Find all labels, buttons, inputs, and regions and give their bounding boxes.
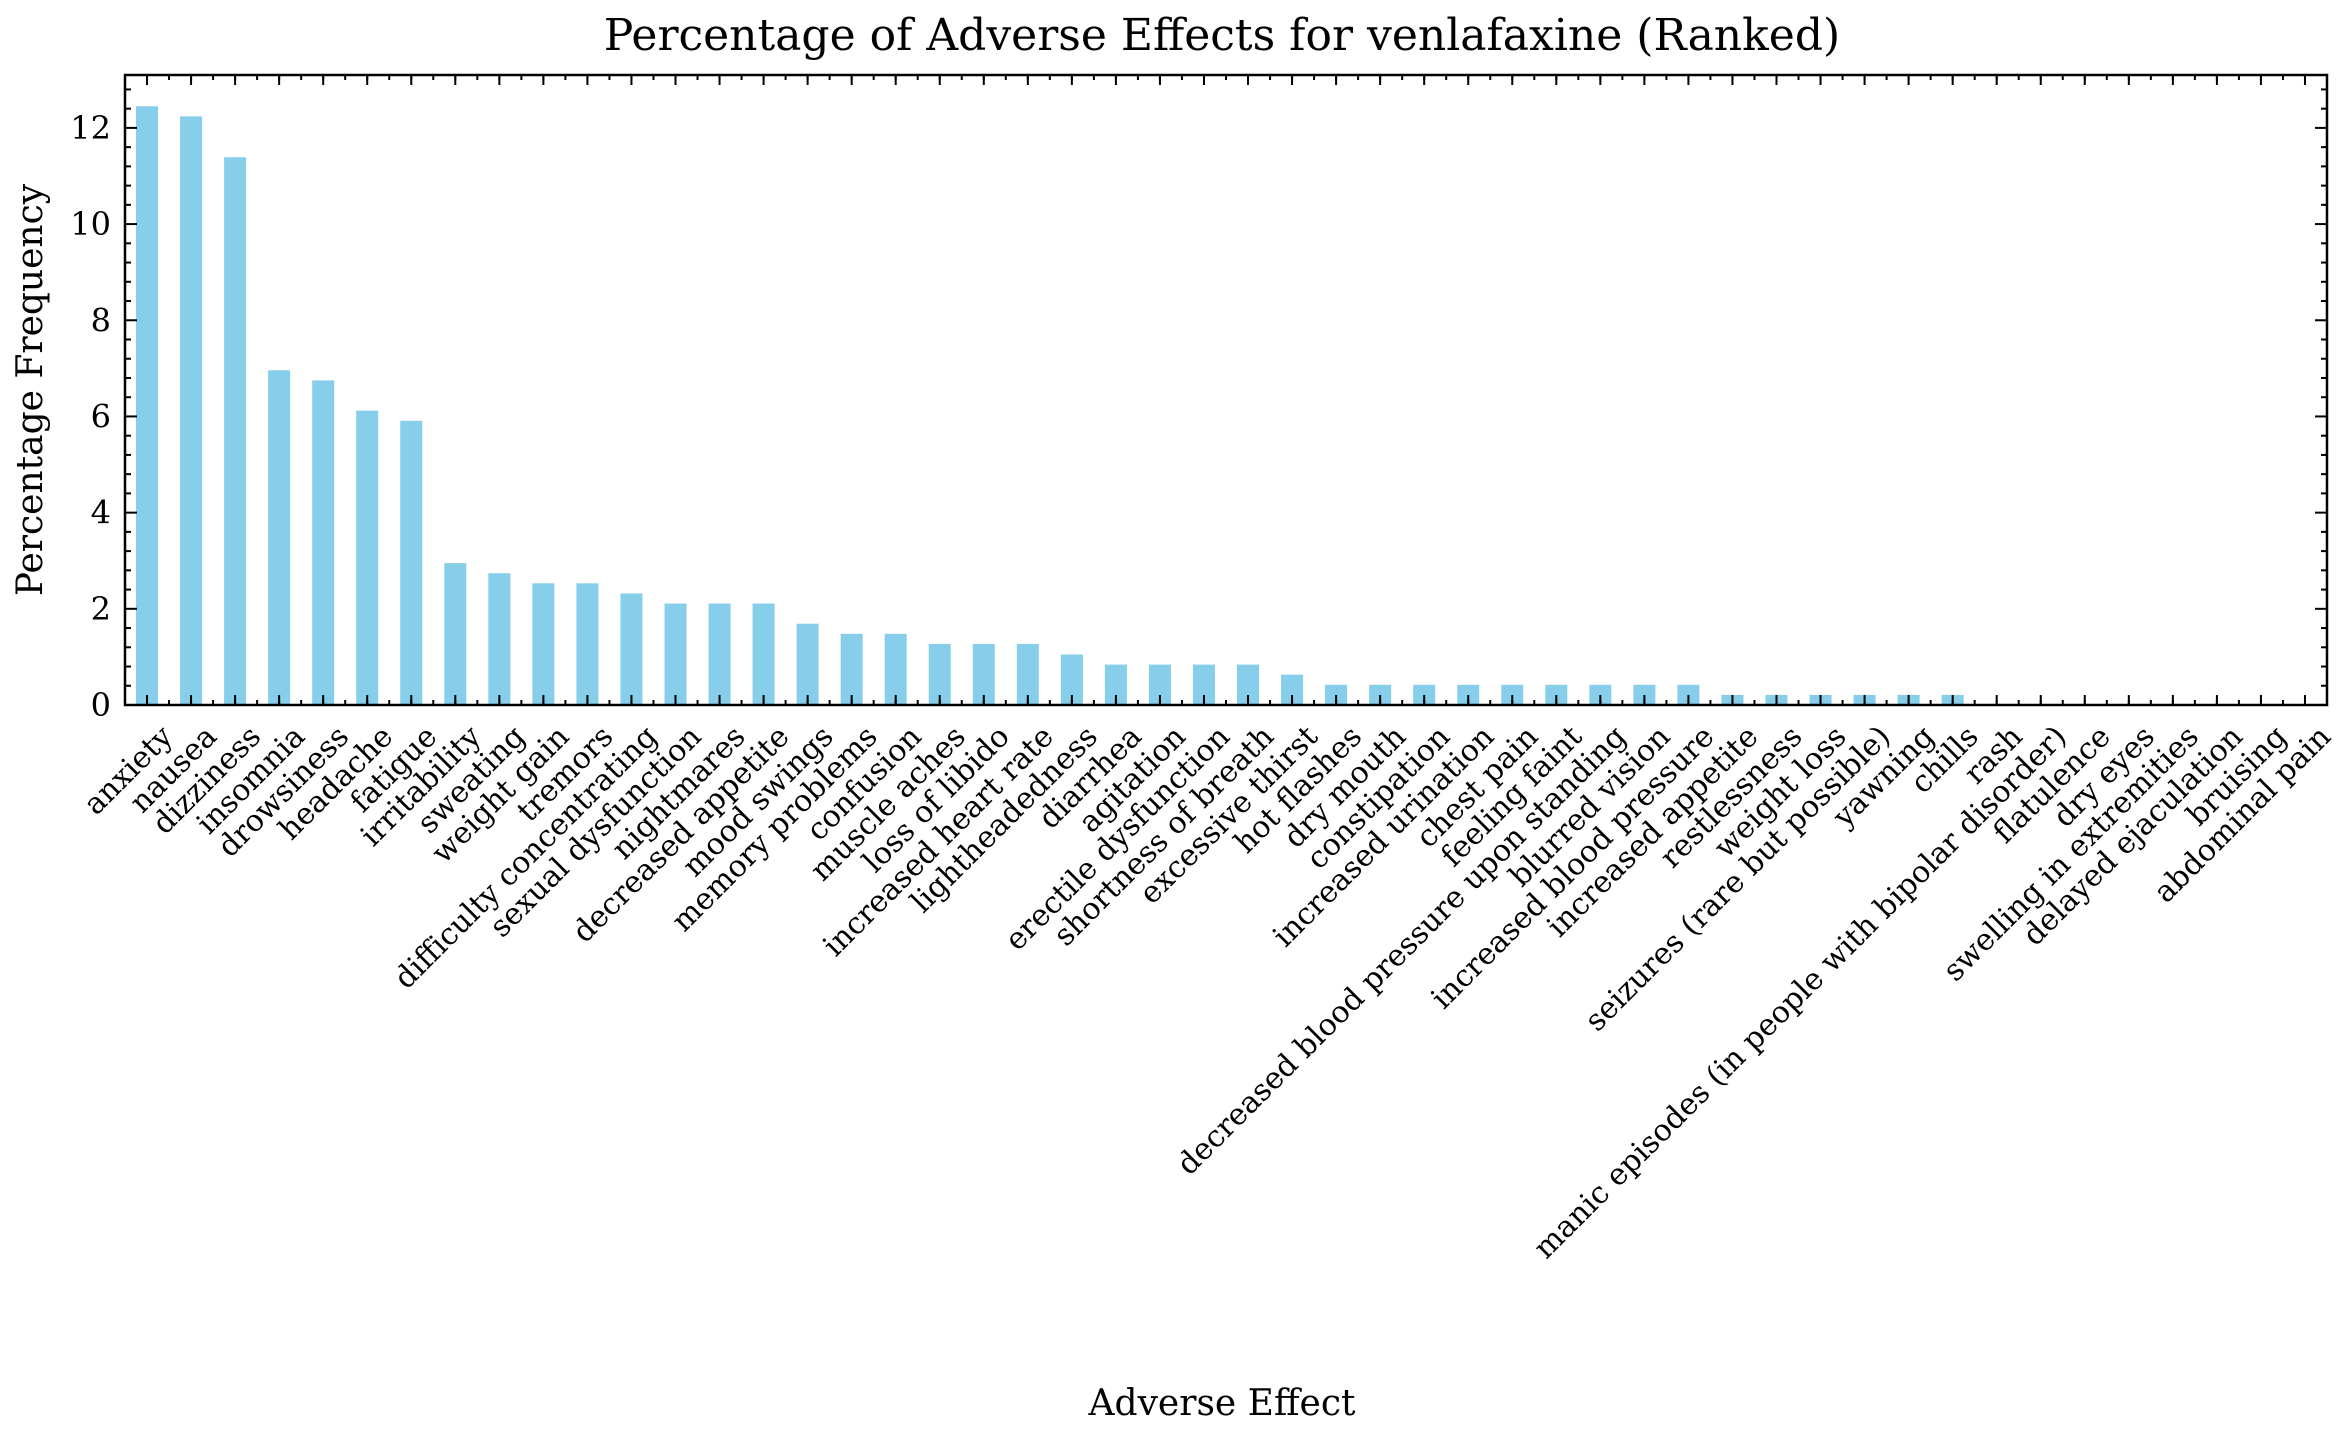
bar-blurred-vision bbox=[1633, 684, 1656, 705]
plot-frame bbox=[123, 73, 2329, 707]
bar-memory-problems bbox=[840, 633, 863, 705]
y-tick-label: 6 bbox=[91, 397, 111, 435]
bar-headache bbox=[356, 410, 379, 705]
bars-group bbox=[136, 106, 1964, 706]
bar-insomnia bbox=[268, 370, 291, 705]
bar-increased-urination bbox=[1457, 684, 1480, 705]
bar-increased-heart-rate bbox=[1016, 643, 1039, 705]
y-tick-label: 8 bbox=[91, 301, 111, 339]
bar-constipation bbox=[1413, 684, 1436, 705]
bar-muscle-aches bbox=[928, 643, 951, 705]
bar-tremors bbox=[576, 583, 599, 705]
bar-diarrhea bbox=[1104, 664, 1127, 705]
bar-chest-pain bbox=[1501, 684, 1524, 705]
bar-loss-of-libido bbox=[972, 643, 995, 705]
bar-shortness-of-breath bbox=[1237, 664, 1260, 705]
bar-lightheadedness bbox=[1060, 654, 1083, 705]
bar-difficulty-concentrating bbox=[620, 593, 643, 705]
bar-decreased-blood-pressure-upon-standing bbox=[1589, 684, 1612, 705]
bar-excessive-thirst bbox=[1281, 674, 1304, 705]
bar-drowsiness bbox=[312, 380, 335, 705]
bar-dry-mouth bbox=[1369, 684, 1392, 705]
y-axis-label: Percentage Frequency bbox=[10, 183, 51, 596]
bar-agitation bbox=[1148, 664, 1171, 705]
x-axis-label: Adverse Effect bbox=[1088, 1383, 1356, 1424]
y-tick-label: 0 bbox=[91, 686, 111, 724]
y-tick-label: 4 bbox=[91, 494, 111, 532]
bar-anxiety bbox=[136, 106, 159, 705]
bar-fatigue bbox=[400, 420, 423, 705]
bar-sexual-dysfunction bbox=[664, 603, 687, 705]
bar-erectile-dysfunction bbox=[1192, 664, 1215, 705]
bar-dizziness bbox=[224, 157, 247, 706]
y-tick-label: 2 bbox=[91, 590, 111, 628]
bar-mood-swings bbox=[796, 623, 819, 705]
chart-title: Percentage of Adverse Effects for venlaf… bbox=[604, 10, 1840, 61]
bar-nightmares bbox=[708, 603, 731, 705]
bar-nausea bbox=[180, 116, 203, 706]
bar-decreased-appetite bbox=[752, 603, 775, 705]
y-tick-label: 10 bbox=[70, 205, 111, 243]
bar-sweating bbox=[488, 573, 511, 705]
bar-hot-flashes bbox=[1325, 684, 1348, 705]
bar-confusion bbox=[884, 633, 907, 705]
bar-feeling-faint bbox=[1545, 684, 1568, 705]
bar-increased-blood-pressure bbox=[1677, 684, 1700, 705]
bar-weight-gain bbox=[532, 583, 555, 705]
bar-irritability bbox=[444, 563, 467, 705]
y-tick-label: 12 bbox=[70, 109, 111, 147]
